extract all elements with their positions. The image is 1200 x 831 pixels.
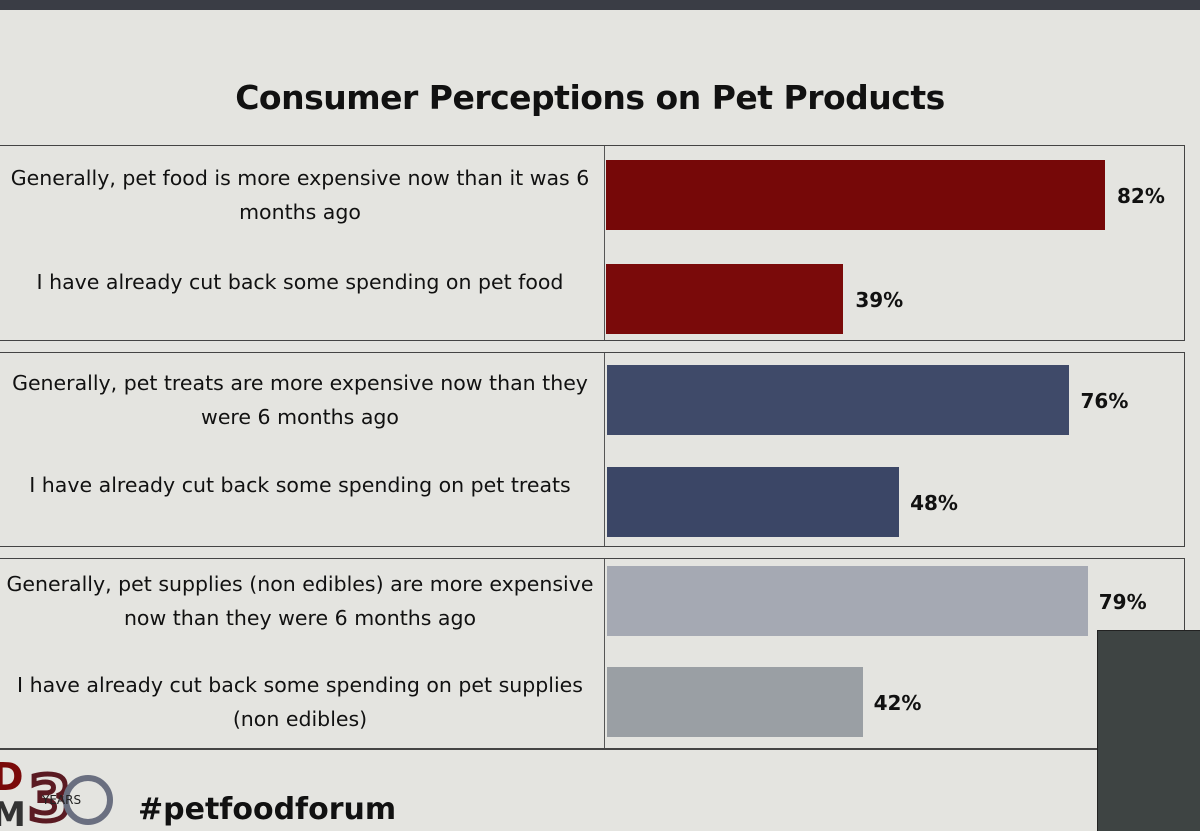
bar [607,566,1088,636]
category-label: Generally, pet supplies (non edibles) ar… [6,572,594,630]
category-label: Generally, pet food is more expensive no… [10,166,590,224]
video-overlay [1097,630,1200,831]
bar [607,667,863,737]
category-label: I have already cut back some spending on… [17,673,583,731]
chart-group-2 [0,352,1185,547]
category-label: I have already cut back some spending on… [36,270,564,294]
svg-text:M: M [0,795,26,830]
data-label: 82% [1117,184,1165,208]
category-label: Generally, pet treats are more expensive… [12,371,588,429]
bar [607,467,900,537]
hashtag: #petfoodforum [138,792,397,827]
data-label: 39% [855,288,904,312]
data-label: 79% [1098,590,1147,614]
category-label: I have already cut back some spending on… [29,473,571,497]
pet-food-forum-logo: D M 3 YEARS [0,758,113,830]
axis-line [604,353,605,546]
screen-top-bezel [0,0,1200,10]
chart-group-1 [0,145,1185,341]
chart-title: Consumer Perceptions on Pet Products [235,78,945,117]
svg-text:YEARS: YEARS [41,793,81,807]
data-label: 42% [873,691,922,715]
bar [606,264,844,334]
bar [607,365,1070,435]
bar [606,160,1105,230]
axis-line [604,559,605,748]
data-label: 48% [910,491,958,515]
svg-text:D: D [0,758,24,799]
data-label: 76% [1080,389,1129,413]
footer-divider [0,749,1100,750]
axis-line [604,146,605,340]
